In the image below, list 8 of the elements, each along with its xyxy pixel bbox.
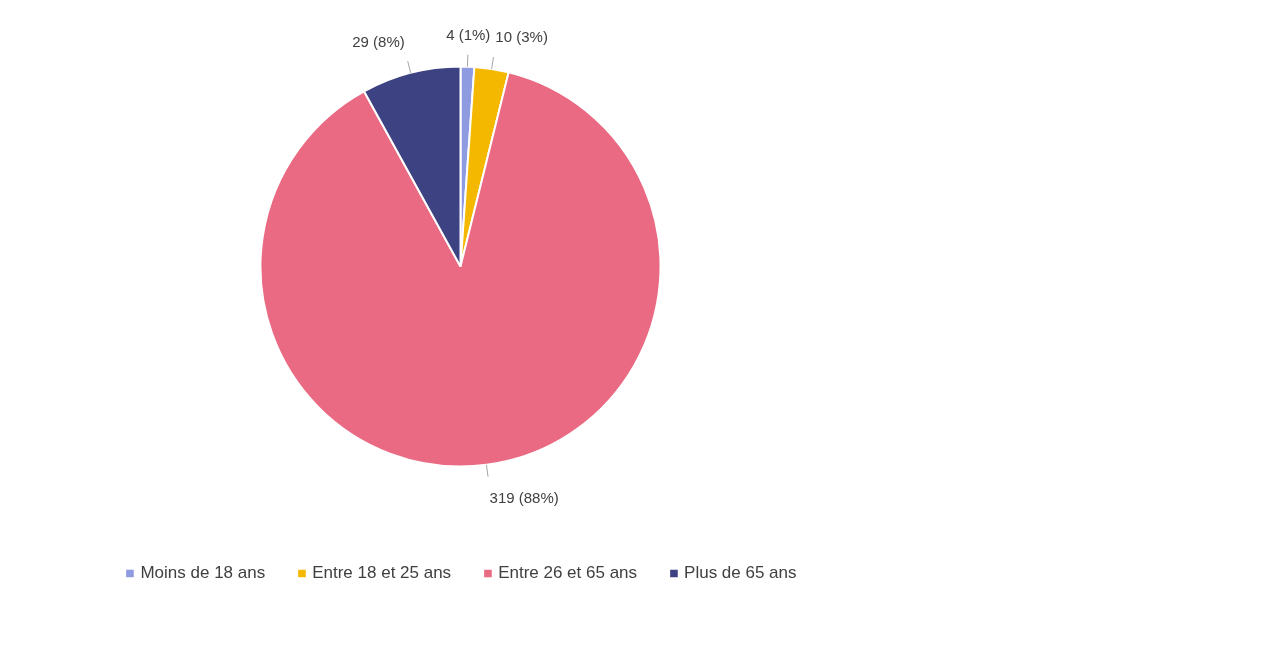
data-label: 319 (88%) [489, 488, 559, 506]
legend-label: Moins de 18 ans [140, 562, 266, 583]
legend-label: Plus de 65 ans [684, 562, 797, 583]
legend-label: Entre 18 et 25 ans [312, 562, 452, 583]
legend-label: Entre 26 et 65 ans [498, 562, 638, 583]
data-label: 4 (1%) [446, 25, 491, 43]
data-label: 29 (8%) [352, 32, 405, 50]
data-label: 10 (3%) [495, 28, 548, 46]
